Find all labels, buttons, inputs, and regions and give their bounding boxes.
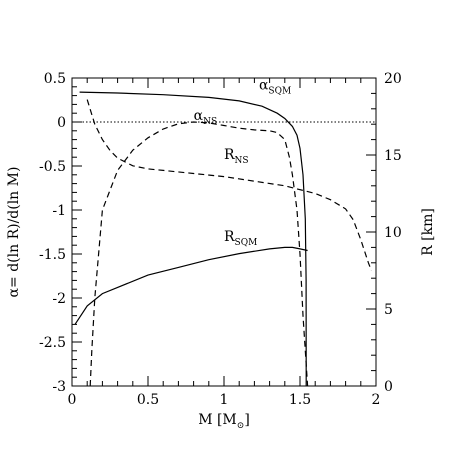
- y-axis-left-title: α= d(ln R)/d(ln M): [6, 167, 22, 298]
- x-axis-title: M [M⊙]: [198, 412, 250, 431]
- y-left-tick-label: -3: [52, 379, 66, 395]
- annotation-base: R: [224, 229, 235, 245]
- x-tick-label: 1.5: [289, 392, 311, 408]
- y-left-tick-label: -2.5: [39, 335, 66, 351]
- y-right-tick-label: 5: [384, 302, 393, 318]
- y-axis-right-title: R [km]: [420, 208, 436, 256]
- x-axis-title-main: M [M: [198, 412, 237, 428]
- annotation-α-ns: αNS: [194, 108, 218, 127]
- series-line-ns: [89, 121, 309, 387]
- annotation-subscript: SQM: [268, 86, 291, 96]
- series-line-sqm: [79, 91, 307, 387]
- y-left-tick-label: -1: [52, 203, 66, 219]
- x-tick-label: 0.5: [137, 392, 159, 408]
- annotation-subscript: NS: [203, 117, 217, 127]
- y-left-tick-label: -2: [52, 291, 66, 307]
- annotation-R-sqm: RSQM: [224, 229, 257, 248]
- annotation-base: α: [194, 108, 204, 124]
- y-right-tick-label: 10: [384, 225, 402, 241]
- x-tick-label: 1: [220, 392, 229, 408]
- annotation-base: α: [259, 77, 269, 93]
- annotation-α-sqm: αSQM: [259, 77, 291, 96]
- x-tick-label: 2: [372, 392, 381, 408]
- annotation-subscript: SQM: [235, 238, 258, 248]
- annotation-subscript: NS: [235, 156, 249, 166]
- series-line-rsqm: [74, 246, 308, 325]
- series-line-rns: [86, 99, 372, 271]
- annotation-base: R: [224, 147, 235, 163]
- y-right-tick-label: 20: [384, 71, 402, 87]
- y-left-tick-label: 0: [57, 115, 66, 131]
- x-tick-label: 0: [68, 392, 77, 408]
- y-right-tick-label: 15: [384, 148, 402, 164]
- label-layer: 0 0.5 1 1.5 2 0.5 0 -0.5 -1 -1.5 -2 -2.5 -3 20 15 10 5 0: [39, 71, 402, 408]
- annotation-R-ns: RNS: [224, 147, 249, 166]
- y-right-tick-label: 0: [384, 379, 393, 395]
- x-axis-title-unit: ⊙: [237, 421, 245, 431]
- tick-layer: [71, 77, 377, 387]
- y-left-tick-label: 0.5: [44, 71, 66, 87]
- y-left-tick-label: -0.5: [39, 159, 66, 175]
- y-left-tick-label: -1.5: [39, 247, 66, 263]
- series-layer: [74, 91, 372, 387]
- x-axis-title-close: ]: [244, 412, 249, 428]
